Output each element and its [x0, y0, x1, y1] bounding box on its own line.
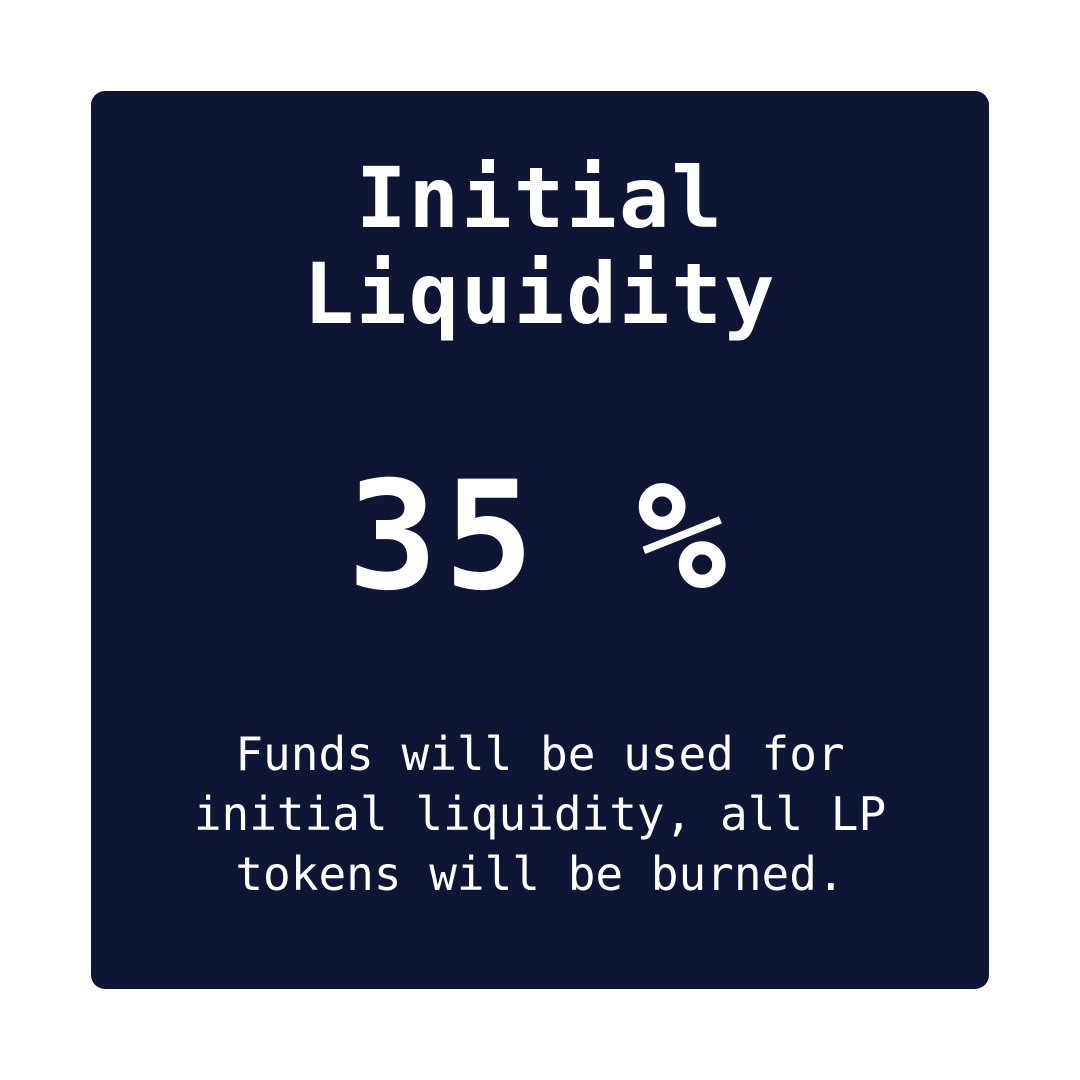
card-description: Funds will be used for initial liquidity…: [0, 724, 1080, 904]
title-line-1: Initial: [355, 149, 724, 247]
liquidity-card: [91, 91, 989, 989]
liquidity-percentage: 35 %: [347, 450, 733, 624]
card-title: Initial Liquidity: [0, 150, 1080, 342]
description-line-3: tokens will be burned.: [235, 847, 845, 901]
description-line-2: initial liquidity, all LP: [193, 787, 887, 841]
description-line-1: Funds will be used for: [235, 727, 845, 781]
title-line-2: Liquidity: [303, 245, 777, 343]
